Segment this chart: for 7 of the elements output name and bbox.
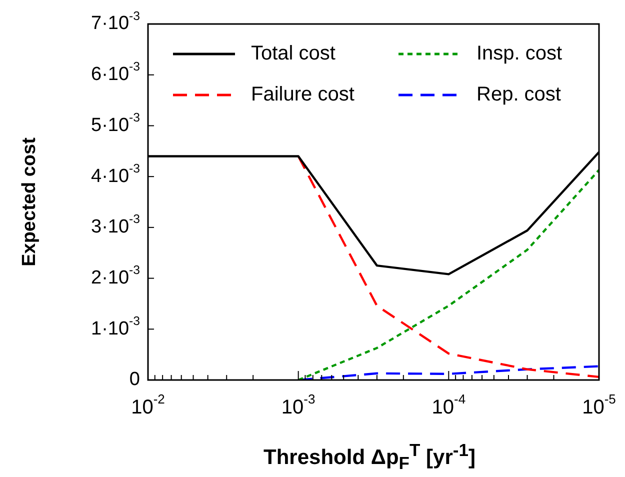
y-axis-title: Expected cost: [19, 136, 40, 266]
legend-label: Insp. cost: [476, 42, 563, 65]
legend-label: Rep. cost: [476, 84, 562, 106]
legend-label: Failure cost: [251, 84, 355, 106]
legend-label: Total cost: [251, 42, 336, 65]
x-axis-title: Threshold Δp$_{F}$$^{T}$ [yr$^{-1}$]: [262, 439, 476, 476]
y-tick-label: 0: [129, 369, 140, 390]
